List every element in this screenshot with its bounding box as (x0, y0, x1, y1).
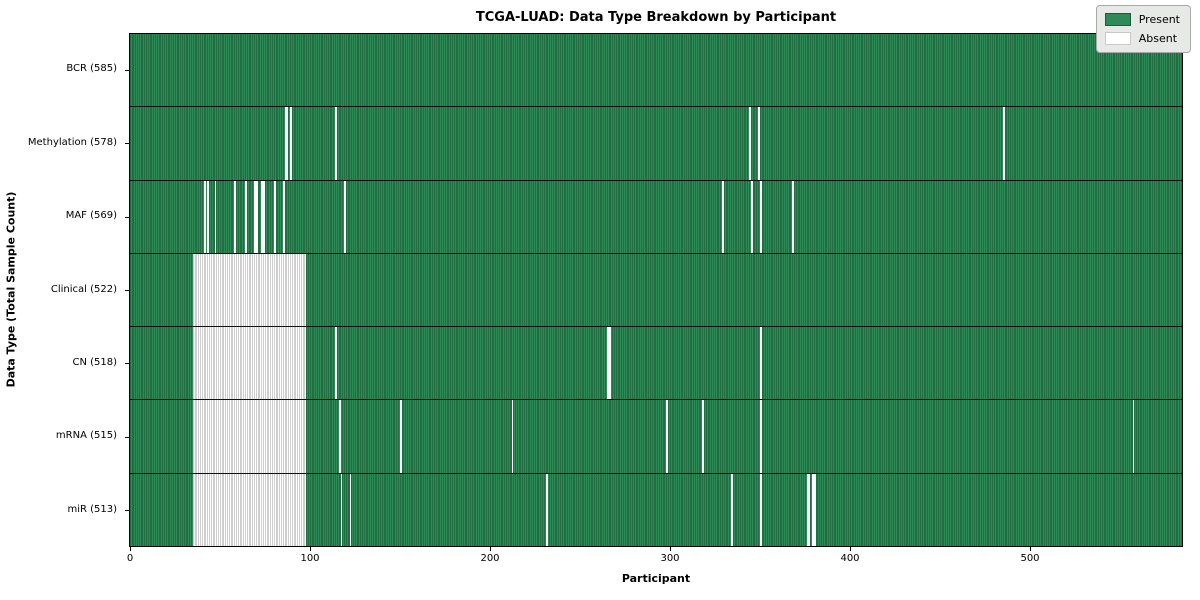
x-tick-label: 100 (300, 553, 320, 564)
absent-stripe (722, 180, 724, 253)
y-tick-label: mRNA (515) (55, 430, 117, 442)
y-tick-mark (125, 510, 129, 512)
x-tick-mark (490, 547, 491, 551)
absent-stripe (203, 180, 206, 253)
heatmap-row-bcr (130, 34, 1182, 108)
absent-stripe (245, 180, 247, 253)
absent-stripe (193, 327, 307, 400)
absent-stripe (806, 473, 811, 546)
x-tick-mark (310, 547, 311, 551)
y-tick-mark (125, 290, 129, 291)
absent-stripe (760, 180, 762, 253)
y-tick-label: CN (518) (72, 356, 117, 368)
y-tick-mark (125, 363, 129, 365)
absent-stripe (702, 400, 705, 473)
heatmap-row-clinical (130, 253, 1182, 328)
absent-stripe (511, 400, 514, 473)
y-axis-ticks: BCR (585) Methylation (578) MAF (569) Clini… (0, 33, 129, 547)
absent-stripe (340, 473, 343, 546)
x-tick-mark (1030, 547, 1031, 551)
absent-stripe (193, 253, 307, 327)
heatmap-row-methylation (130, 107, 1182, 181)
legend-label-present: Present (1138, 13, 1180, 26)
absent-stripe (193, 400, 307, 473)
absent-stripe (751, 180, 753, 253)
heatmap-row-cn (130, 327, 1182, 401)
plot-area (129, 33, 1183, 547)
y-tick-mark (125, 216, 129, 218)
absent-stripe (283, 180, 285, 253)
absent-stripe (335, 327, 337, 400)
chart-title: TCGA-LUAD: Data Type Breakdown by Partic… (475, 10, 837, 25)
legend-swatch-absent (1104, 32, 1131, 45)
absent-stripe (760, 473, 762, 546)
y-tick-label: Clinical (522) (50, 283, 117, 295)
absent-stripe (338, 400, 341, 473)
absent-stripe (274, 180, 276, 253)
y-tick-mark (125, 143, 129, 145)
absent-stripe (1003, 107, 1005, 180)
absent-stripe (335, 107, 337, 180)
absent-stripe (284, 107, 289, 180)
x-tick-label: 200 (480, 553, 500, 564)
x-tick-label: 500 (1020, 553, 1040, 564)
absent-stripe (760, 327, 762, 400)
x-tick-label: 0 (126, 553, 134, 564)
legend: Present Absent (1095, 5, 1191, 53)
legend-label-absent: Absent (1138, 32, 1178, 45)
absent-stripe (207, 180, 210, 253)
legend-swatch-present (1104, 13, 1131, 26)
absent-stripe (400, 400, 402, 473)
legend-item-absent: Absent (1104, 32, 1180, 45)
absent-stripe (261, 180, 265, 253)
x-tick-label: 300 (660, 553, 680, 564)
absent-stripe (349, 473, 352, 546)
x-tick-label: 400 (840, 553, 860, 564)
absent-stripe (812, 473, 816, 546)
absent-stripe (607, 327, 611, 400)
y-tick-label: MAF (569) (65, 210, 117, 222)
absent-stripe (760, 400, 762, 473)
y-tick-label: miR (513) (67, 503, 117, 515)
absent-stripe (749, 107, 751, 180)
absent-stripe (758, 107, 760, 180)
x-axis-ticks: 0 100 200 300 400 500 (0, 547, 1200, 571)
heatmap-row-maf (130, 180, 1182, 254)
heatmap-row-mir (130, 473, 1182, 546)
y-tick-label: Methylation (578) (27, 136, 117, 148)
y-tick-label: BCR (585) (66, 63, 117, 75)
y-tick-mark (125, 69, 129, 71)
legend-item-present: Present (1104, 13, 1180, 26)
absent-stripe (666, 400, 669, 473)
absent-stripe (254, 180, 258, 253)
absent-stripe (344, 180, 346, 253)
absent-stripe (1132, 400, 1135, 473)
absent-stripe (193, 473, 307, 546)
x-tick-mark (130, 547, 131, 551)
heatmap-row-mrna (130, 400, 1182, 474)
x-tick-mark (670, 547, 671, 551)
absent-stripe (545, 473, 548, 546)
absent-stripe (290, 107, 292, 180)
absent-stripe (731, 473, 733, 546)
y-tick-mark (125, 436, 129, 438)
absent-stripe (792, 180, 795, 253)
absent-stripe (234, 180, 237, 253)
absent-stripe (214, 180, 217, 253)
x-tick-mark (850, 547, 851, 551)
x-axis-label: Participant (621, 572, 691, 585)
